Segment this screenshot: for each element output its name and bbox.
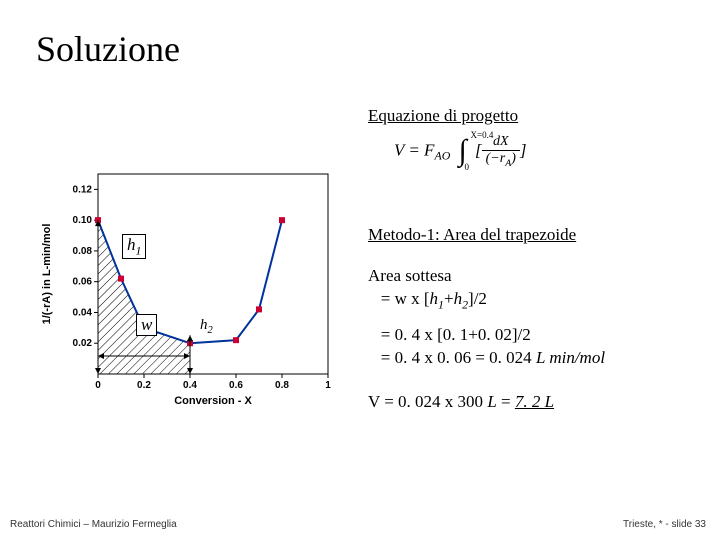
svg-text:0.8: 0.8 (275, 380, 289, 391)
equation: V = FAO ∫ X=0.4 0 [ dX (−rA) ] (394, 134, 700, 169)
svg-text:0.06: 0.06 (73, 277, 93, 288)
svg-text:0.12: 0.12 (73, 184, 93, 195)
result: V = 0. 024 x 300 L = 7. 2 L (368, 392, 700, 412)
svg-text:0: 0 (95, 380, 101, 391)
svg-text:0.04: 0.04 (73, 307, 93, 318)
label-h1: h1 (122, 234, 146, 259)
method-title: Metodo-1: Area del trapezoide (368, 225, 700, 245)
svg-text:0.08: 0.08 (73, 246, 93, 257)
equation-title: Equazione di progetto (368, 106, 700, 126)
footer-left: Reattori Chimici – Maurizio Fermeglia (10, 519, 177, 530)
svg-text:0.10: 0.10 (73, 215, 93, 226)
page-title: Soluzione (0, 0, 720, 70)
calculation: = 0. 4 x [0. 1+0. 02]/2 = 0. 4 x 0. 06 =… (368, 324, 700, 370)
chart-container: 0.02 0.04 0.06 0.08 0.10 0.12 0 0.2 0.4 0.6 0.8 1 Co… (36, 166, 336, 411)
svg-text:0.02: 0.02 (73, 338, 93, 349)
svg-text:0.6: 0.6 (229, 380, 243, 391)
svg-text:0.2: 0.2 (137, 380, 151, 391)
svg-text:1/(-rA) in L-min/mol: 1/(-rA) in L-min/mol (41, 224, 53, 325)
svg-text:Conversion - X: Conversion - X (174, 395, 252, 407)
svg-text:0.4: 0.4 (183, 380, 197, 391)
right-column: Equazione di progetto V = FAO ∫ X=0.4 0 … (368, 106, 700, 412)
footer-right: Trieste, * - slide 33 (623, 519, 706, 530)
area-formula: Area sottesa = w x [h1+h2]/2 (368, 265, 700, 312)
svg-text:1: 1 (325, 380, 331, 391)
label-h2: h2 (200, 317, 213, 336)
chart-svg: 0.02 0.04 0.06 0.08 0.10 0.12 0 0.2 0.4 0.6 0.8 1 Co… (36, 166, 336, 411)
label-w: w (136, 314, 157, 336)
